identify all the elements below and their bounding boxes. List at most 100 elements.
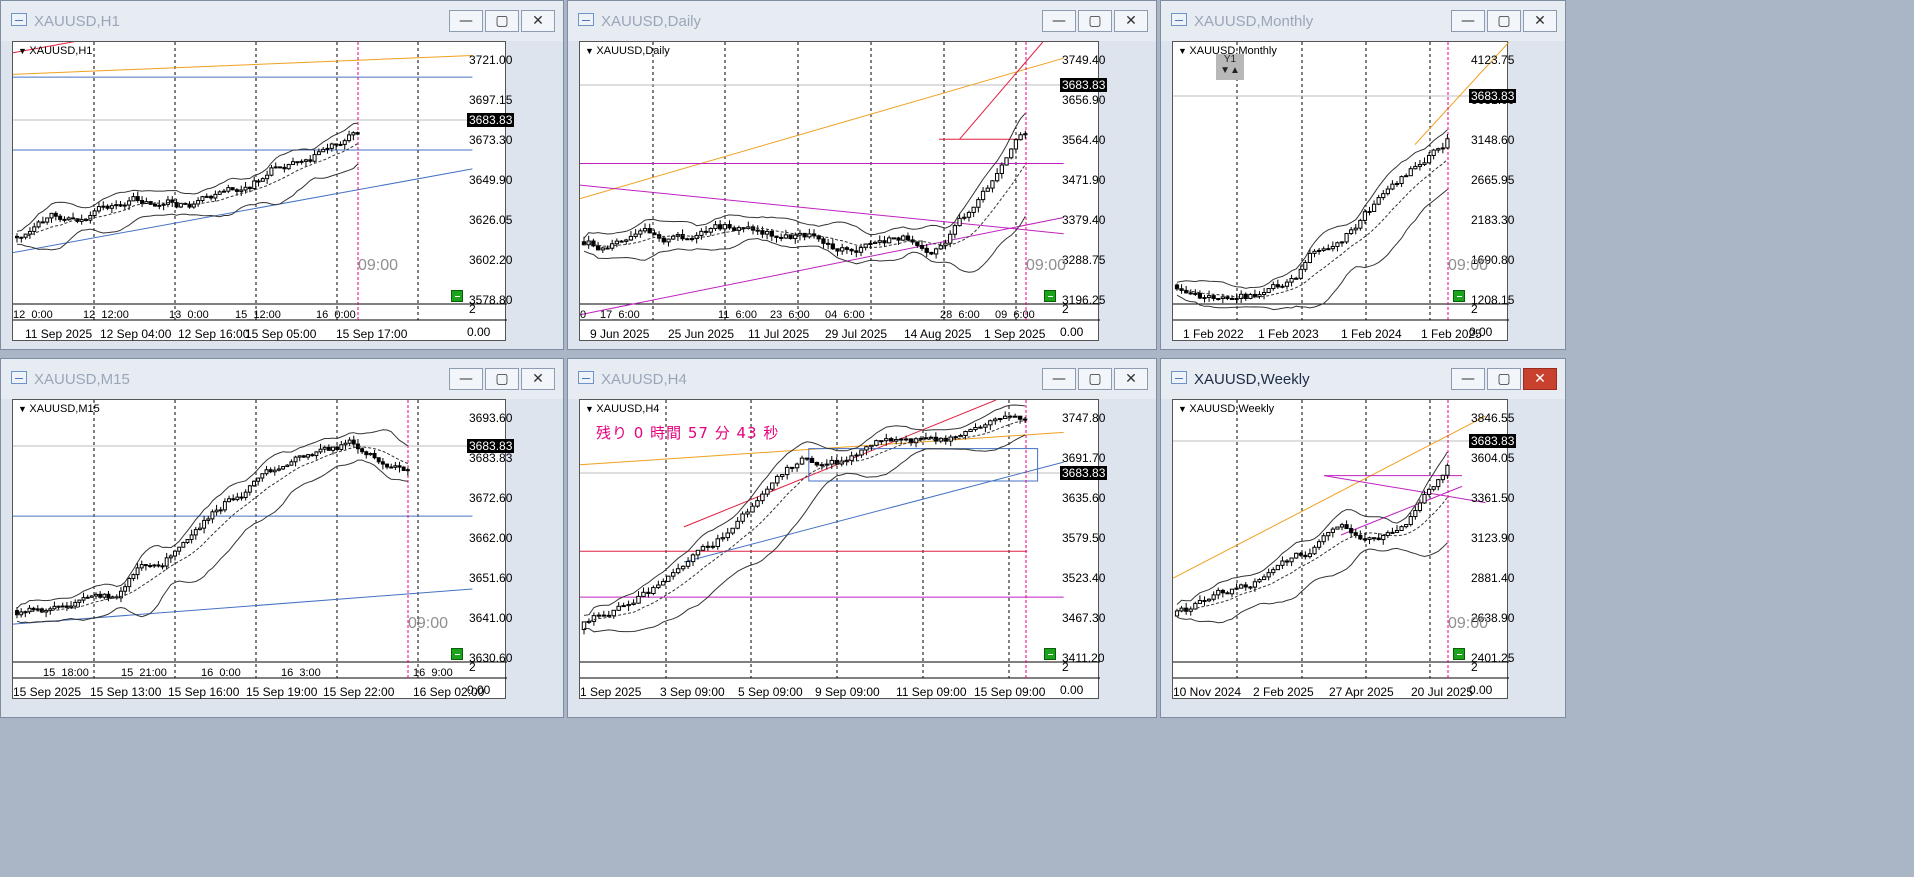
chart-window-h4[interactable]: XAUUSD,H4 —▢✕ XAUUSD,H4 3747.80 3691.70 3635.… xyxy=(567,358,1157,718)
candle xyxy=(595,241,601,251)
window-titlebar[interactable]: XAUUSD,Weekly — ▢ ✕ xyxy=(1161,359,1565,399)
indicator-toggle-icon[interactable] xyxy=(1044,648,1056,660)
candle xyxy=(675,563,681,575)
chart-symbol-label[interactable]: XAUUSD,H1 xyxy=(18,45,92,57)
candle xyxy=(1399,525,1404,531)
price-chart[interactable]: XAUUSD,M15 3693.60 3683.83 3672.60 3662.00 36… xyxy=(12,399,515,699)
candle xyxy=(316,148,321,156)
subwindow-time-label: 15_18:00 xyxy=(43,667,89,679)
minimize-button[interactable]: — xyxy=(449,10,483,32)
window-titlebar[interactable]: XAUUSD,M15 — ▢ ✕ xyxy=(1,359,563,399)
chart-window-icon xyxy=(1171,371,1187,384)
candle xyxy=(708,227,713,236)
maximize-button[interactable]: ▢ xyxy=(1487,368,1521,390)
candle xyxy=(1294,276,1299,280)
candle xyxy=(1381,190,1386,201)
time-axis-label: 3 Sep 09:00 xyxy=(660,685,725,699)
close-button[interactable]: ✕ xyxy=(1523,368,1557,390)
price-chart[interactable]: XAUUSD,H4 3747.80 3691.70 3635.60 3579.50 352… xyxy=(579,399,1108,699)
candle xyxy=(351,435,356,449)
price-chart[interactable]: XAUUSD,Monthly4123.753631.003148.602665.… xyxy=(1172,41,1517,341)
chart-symbol-label[interactable]: XAUUSD,Daily xyxy=(585,45,669,57)
indicator-toggle-icon[interactable] xyxy=(451,290,463,302)
candle xyxy=(621,602,626,608)
price-scale-label: 3673.30 xyxy=(469,133,513,147)
candle xyxy=(48,606,53,615)
close-button[interactable]: ✕ xyxy=(1114,368,1148,390)
candle xyxy=(355,439,360,454)
candle xyxy=(152,563,157,568)
maximize-button[interactable]: ▢ xyxy=(1078,368,1112,390)
candle xyxy=(1009,148,1014,160)
maximize-button[interactable]: ▢ xyxy=(1078,10,1112,32)
maximize-button[interactable]: ▢ xyxy=(485,368,519,390)
chart-window-h1[interactable]: XAUUSD,H1 —▢✕ XAUUSD,H1 3721.00 3697.15 3673.… xyxy=(0,0,564,350)
window-titlebar[interactable]: XAUUSD,Monthly — ▢ ✕ xyxy=(1161,1,1565,41)
minimize-button[interactable]: — xyxy=(1042,368,1076,390)
candle xyxy=(114,200,119,210)
trend-line xyxy=(580,184,1064,235)
candle xyxy=(628,231,634,241)
close-button[interactable]: ✕ xyxy=(1114,10,1148,32)
candle xyxy=(966,210,972,222)
candle xyxy=(174,198,179,209)
scale-fix-button[interactable]: Y1 ▼▲ xyxy=(1216,54,1244,80)
minimize-button[interactable]: — xyxy=(449,368,483,390)
chart-symbol-label[interactable]: XAUUSD,Monthly xyxy=(1178,45,1276,57)
window-titlebar[interactable]: XAUUSD,H4 — ▢ ✕ xyxy=(568,359,1156,399)
candle xyxy=(1417,499,1423,513)
chart-symbol-label[interactable]: XAUUSD,H4 xyxy=(585,403,659,415)
candle xyxy=(73,599,78,610)
candle xyxy=(334,143,339,150)
minimize-button[interactable]: — xyxy=(1451,368,1485,390)
candle xyxy=(227,495,232,503)
window-titlebar[interactable]: XAUUSD,Daily — ▢ ✕ xyxy=(568,1,1156,41)
time-axis-label: 11 Jul 2025 xyxy=(748,327,810,341)
candle xyxy=(713,220,718,232)
bollinger-mid xyxy=(16,143,358,239)
window-titlebar[interactable]: XAUUSD,H1 — ▢ ✕ xyxy=(1,1,563,41)
candle xyxy=(135,191,140,203)
minimize-button[interactable]: — xyxy=(1451,10,1485,32)
subwindow-scale-label: 2 xyxy=(1471,302,1478,316)
candle xyxy=(202,515,207,534)
trend-line xyxy=(13,55,473,75)
chart-window-icon xyxy=(11,13,27,26)
chart-window-weekly[interactable]: XAUUSD,Weekly —▢✕ XAUUSD,Weekly 3846.55 3604… xyxy=(1160,358,1566,718)
candle xyxy=(1353,223,1358,235)
chart-window-daily[interactable]: XAUUSD,Daily —▢✕ XAUUSD,Daily 3749.40 3656.9… xyxy=(567,0,1157,350)
current-price-tag: 3683.83 xyxy=(467,113,515,127)
candle xyxy=(631,599,636,606)
maximize-button[interactable]: ▢ xyxy=(1487,10,1521,32)
candle xyxy=(887,235,892,244)
indicator-toggle-icon[interactable] xyxy=(451,648,463,660)
price-chart[interactable]: XAUUSD,H1 3721.00 3697.15 3673.30 3649.90 362… xyxy=(12,41,515,341)
price-chart[interactable]: XAUUSD,Daily 3749.40 3656.90 3564.40 3471.90… xyxy=(579,41,1108,341)
candle xyxy=(123,583,128,596)
indicator-toggle-icon[interactable] xyxy=(1044,290,1056,302)
time-axis-label: 15 Sep 22:00 xyxy=(323,685,395,699)
price-scale-label: 0.00 xyxy=(1469,325,1493,339)
indicator-toggle-icon[interactable] xyxy=(1453,648,1465,660)
candle xyxy=(185,539,190,544)
close-button[interactable]: ✕ xyxy=(1523,10,1557,32)
chart-symbol-label[interactable]: XAUUSD,Weekly xyxy=(1178,403,1274,415)
chart-symbol-label[interactable]: XAUUSD,M15 xyxy=(18,403,99,415)
candle xyxy=(968,428,973,433)
subwindow-time-label: 12_12:00 xyxy=(83,309,129,321)
maximize-button[interactable]: ▢ xyxy=(485,10,519,32)
close-button[interactable]: ✕ xyxy=(521,368,555,390)
candle xyxy=(1422,490,1427,504)
close-button[interactable]: ✕ xyxy=(521,10,555,32)
chart-window-monthly[interactable]: XAUUSD,Monthly —▢✕ XAUUSD,Monthly 4123.75 36… xyxy=(1160,0,1566,350)
candle xyxy=(835,248,840,257)
current-price-tag: 3683.83 xyxy=(1469,434,1517,448)
time-axis-label: 15 Sep 13:00 xyxy=(90,685,162,699)
candle xyxy=(619,240,624,243)
chart-window-m15[interactable]: XAUUSD,M15 —▢✕ XAUUSD,M15 3693.60 3683.83 367… xyxy=(0,358,564,718)
candle xyxy=(1362,533,1368,543)
minimize-button[interactable]: — xyxy=(1042,10,1076,32)
indicator-toggle-icon[interactable] xyxy=(1453,290,1465,302)
candle xyxy=(139,560,144,571)
price-chart[interactable]: XAUUSD,Weekly 3846.55 3604.05 3361.50 3123.9… xyxy=(1172,399,1517,699)
